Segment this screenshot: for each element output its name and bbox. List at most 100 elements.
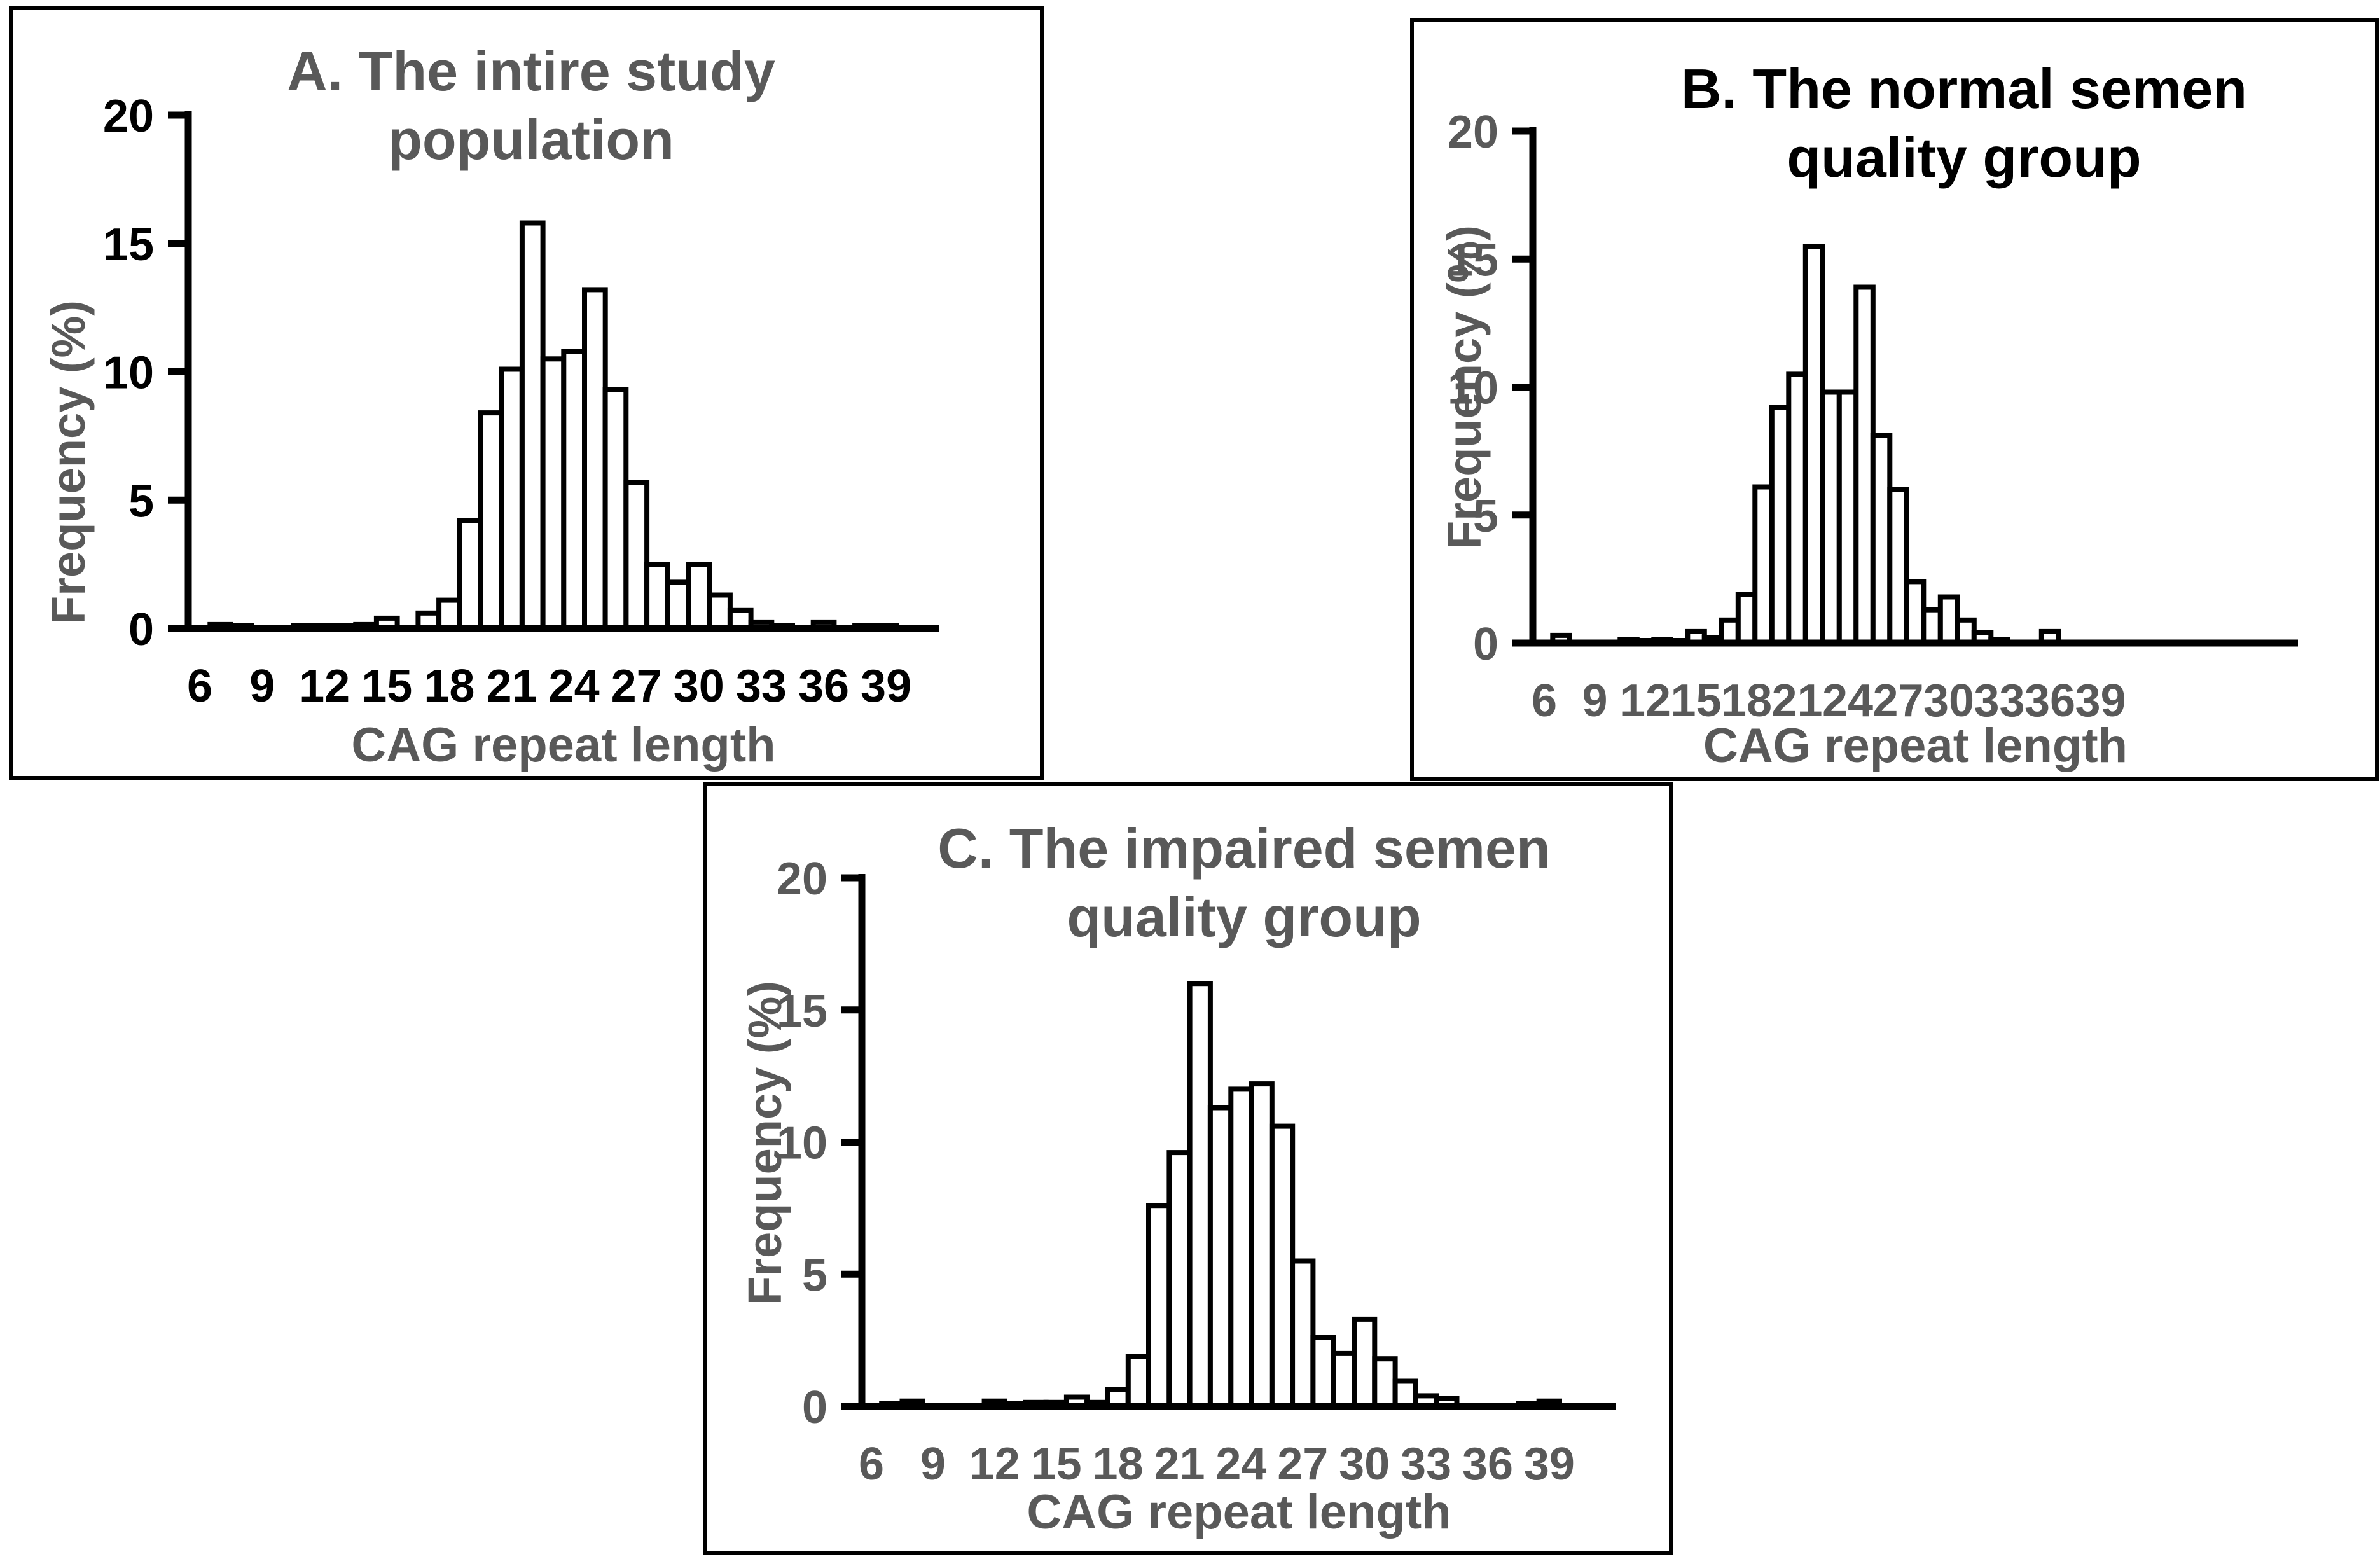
y-tick-label-10: 10 [103, 348, 154, 399]
y-tick-label-15: 15 [1448, 235, 1498, 286]
x-tick-label-33: 33 [736, 661, 787, 712]
panel-c: C. The impaired semen quality group Frequ… [703, 782, 1673, 1555]
x-tick-label-15: 15 [1031, 1439, 1082, 1490]
x-tick-label-12: 12 [1620, 676, 1671, 726]
x-tick-label-36: 36 [2024, 676, 2075, 726]
x-tick-label-30: 30 [1923, 676, 1974, 726]
x-tick-label-9: 9 [920, 1439, 946, 1490]
panel-a: A. The intire study population Frequency … [9, 6, 1044, 780]
x-tick-label-6: 6 [1532, 676, 1557, 726]
x-tick-label-18: 18 [424, 661, 474, 712]
bar-cag-26 [602, 387, 629, 631]
bar-cag-18 [436, 597, 462, 631]
x-tick-label-36: 36 [1462, 1439, 1513, 1490]
x-tick-label-6: 6 [859, 1439, 884, 1490]
y-tick-label-20: 20 [777, 854, 827, 904]
y-tick-label-0: 0 [802, 1382, 827, 1433]
bar-cag-32 [1392, 1378, 1418, 1409]
x-tick-label-39: 39 [861, 661, 911, 712]
y-tick-label-15: 15 [103, 219, 154, 270]
bar-cag-24 [1836, 389, 1859, 646]
panel-b: B. The normal semen quality group Frequen… [1410, 18, 2379, 781]
bar-cag-26 [1269, 1123, 1296, 1409]
x-tick-label-21: 21 [486, 661, 537, 712]
x-tick-label-24: 24 [1822, 676, 1873, 726]
x-tick-label-24: 24 [1215, 1439, 1266, 1490]
bar-cag-25 [582, 287, 608, 631]
panel-a-title: A. The intire study population [165, 37, 897, 174]
bar-cag-23 [1207, 1105, 1234, 1409]
panel-c-y-axis-title: Frequency (%) [738, 981, 791, 1305]
panel-c-title-line1: C. The impaired semen [937, 817, 1551, 880]
bar-cag-27 [1290, 1258, 1316, 1409]
x-tick-label-27: 27 [1872, 676, 1923, 726]
bar-cag-22 [519, 220, 546, 631]
x-tick-label-39: 39 [1524, 1439, 1575, 1490]
bar-cag-21 [1166, 1150, 1193, 1409]
x-tick-label-18: 18 [1721, 676, 1772, 726]
panel-b-title-line2: quality group [1787, 126, 2141, 189]
bar-cag-30 [686, 562, 712, 631]
y-tick-label-5: 5 [128, 476, 154, 527]
panel-c-x-axis-title: CAG repeat length [1027, 1485, 1451, 1539]
bar-cag-19 [457, 518, 483, 631]
bar-cag-20 [478, 410, 504, 631]
x-tick-label-33: 33 [1401, 1439, 1451, 1490]
x-tick-label-6: 6 [187, 661, 212, 712]
x-tick-label-33: 33 [1974, 676, 2024, 726]
bar-cag-28 [1310, 1335, 1336, 1409]
bar-cag-31 [1372, 1356, 1398, 1410]
bar-cag-19 [1752, 484, 1775, 646]
x-tick-label-36: 36 [798, 661, 849, 712]
x-tick-label-30: 30 [1339, 1439, 1390, 1490]
x-tick-label-18: 18 [1093, 1439, 1144, 1490]
x-tick-label-15: 15 [1670, 676, 1721, 726]
bar-cag-21 [1786, 371, 1808, 646]
panel-b-y-axis-title: Frequency (%) [1438, 225, 1491, 550]
panel-b-x-axis-title: CAG repeat length [1703, 719, 2128, 773]
panel-a-title-line2: population [388, 108, 674, 171]
y-tick-label-10: 10 [1448, 363, 1498, 414]
x-tick-label-9: 9 [1582, 676, 1607, 726]
y-tick-label-20: 20 [103, 91, 154, 142]
bar-cag-29 [665, 579, 691, 632]
x-tick-label-12: 12 [969, 1439, 1020, 1490]
x-tick-label-21: 21 [1771, 676, 1822, 726]
panel-b-title-line1: B. The normal semen [1680, 57, 2247, 120]
bar-cag-25 [1249, 1081, 1275, 1409]
y-tick-label-10: 10 [777, 1118, 827, 1169]
bar-cag-21 [499, 366, 525, 631]
panel-a-y-axis-title: Frequency (%) [42, 300, 95, 625]
y-tick-label-0: 0 [128, 604, 154, 655]
panel-b-title: B. The normal semen quality group [1598, 55, 2330, 192]
y-tick-label-20: 20 [1448, 107, 1498, 158]
bar-cag-27 [623, 480, 650, 631]
bar-cag-22 [1187, 981, 1213, 1409]
y-tick-label-5: 5 [1473, 491, 1498, 542]
panel-c-title: C. The impaired semen quality group [878, 814, 1610, 952]
x-tick-label-27: 27 [1277, 1439, 1328, 1490]
y-tick-label-0: 0 [1473, 619, 1498, 670]
x-tick-label-24: 24 [549, 661, 600, 712]
x-tick-label-12: 12 [299, 661, 350, 712]
bar-cag-31 [707, 592, 733, 631]
bar-cag-20 [1146, 1203, 1172, 1409]
x-tick-label-21: 21 [1154, 1439, 1205, 1490]
bar-cag-28 [644, 562, 670, 631]
panel-c-title-line2: quality group [1067, 885, 1422, 948]
y-tick-label-5: 5 [802, 1250, 827, 1301]
bar-cag-29 [1331, 1350, 1357, 1410]
bar-cag-30 [1352, 1316, 1378, 1410]
bar-cag-19 [1125, 1354, 1152, 1409]
x-tick-label-39: 39 [2075, 676, 2126, 726]
panel-a-title-line1: A. The intire study [287, 39, 775, 102]
bar-cag-23 [540, 356, 567, 631]
bar-cag-24 [1228, 1086, 1254, 1409]
x-tick-label-27: 27 [611, 661, 662, 712]
x-tick-label-9: 9 [249, 661, 275, 712]
y-tick-label-15: 15 [777, 986, 827, 1037]
